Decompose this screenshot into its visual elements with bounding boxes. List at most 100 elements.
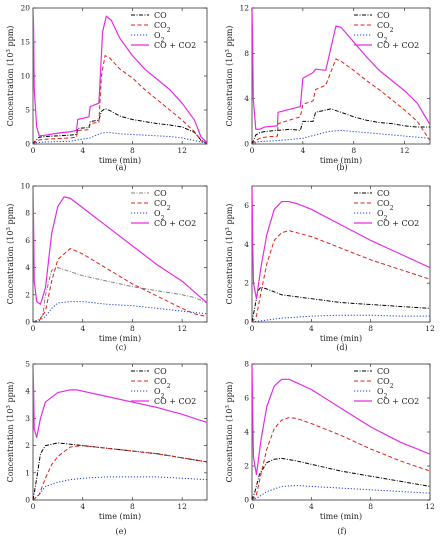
plot-frame [251, 363, 431, 501]
series-line-co2 [33, 248, 207, 322]
series-line-co-co2 [33, 8, 207, 144]
legend-entry: CO2 [377, 21, 394, 34]
x-tick-label: 8 [368, 502, 373, 511]
x-tick-label: 12 [177, 502, 187, 511]
y-tick-label: 0 [25, 318, 30, 327]
series-line-co2 [33, 55, 207, 144]
y-tick-label: 0 [25, 140, 30, 149]
y-tick-label: 0 [25, 496, 30, 505]
y-tick-label: 6 [25, 236, 30, 245]
series-line-co-co2 [33, 364, 207, 439]
x-axis-title: time (min) [99, 156, 141, 165]
x-tick-label: 4 [80, 146, 85, 155]
series-line-co-co2 [33, 186, 207, 305]
x-tick-label: 12 [400, 146, 410, 155]
y-tick-label: 2 [25, 290, 30, 299]
series-line-co2 [33, 445, 207, 500]
x-tick-label: 8 [130, 146, 135, 155]
x-tick-label: 4 [309, 324, 314, 333]
x-axis-title: time (min) [99, 512, 141, 521]
series-line-co-co2 [252, 364, 430, 476]
plot-frame [251, 7, 431, 145]
legend-entry: CO2 [154, 377, 171, 390]
series-line-o2 [252, 129, 430, 144]
y-axis-title: Concentration (103 ppm) [6, 26, 15, 127]
plot-frame [32, 185, 208, 323]
legend-entry: CO2 [154, 21, 171, 34]
y-tick-label: 8 [25, 209, 30, 218]
series-line-o2 [33, 301, 207, 322]
legend-entry: CO2 [154, 199, 171, 212]
y-tick-label: 4 [244, 94, 249, 103]
y-tick-label: 6 [244, 201, 249, 210]
x-tick-label: 0 [31, 324, 36, 333]
x-tick-label: 4 [80, 324, 85, 333]
x-tick-label: 8 [351, 146, 356, 155]
x-tick-label: 0 [31, 146, 36, 155]
y-tick-label: 15 [20, 38, 30, 47]
series-line-co [33, 442, 207, 500]
y-tick-label: 0 [244, 140, 249, 149]
legend-entry: CO [377, 189, 390, 198]
series-line-o2 [252, 485, 430, 500]
x-axis-title: time (min) [99, 334, 141, 343]
legend-entry: CO2 [377, 199, 394, 212]
panel-label: (f) [337, 527, 346, 536]
legend-entry: CO + CO2 [377, 41, 419, 50]
x-tick-label: 4 [300, 146, 305, 155]
x-tick-label: 8 [368, 324, 373, 333]
series-line-co [252, 286, 430, 322]
panel-label: (e) [116, 527, 127, 536]
y-axis-title: Concentration (103 ppm) [225, 204, 234, 305]
x-tick-label: 0 [250, 146, 255, 155]
y-tick-label: 0 [244, 496, 249, 505]
x-tick-label: 4 [309, 502, 314, 511]
x-tick-label: 12 [425, 324, 435, 333]
series-line-co2 [252, 230, 430, 322]
series-line-co [33, 108, 207, 144]
y-tick-label: 5 [25, 360, 30, 369]
legend-entry: CO [154, 367, 167, 376]
legend-entry: CO + CO2 [377, 219, 419, 228]
plot-frame [32, 7, 208, 145]
y-tick-label: 2 [25, 441, 30, 450]
x-axis-title: time (min) [320, 512, 362, 521]
y-tick-label: 4 [244, 428, 249, 437]
chart-panel-d: 0 4 8 12 0 2 4 6 time (min) Concentration (103 pp… [225, 185, 435, 352]
x-tick-label: 0 [250, 324, 255, 333]
legend-entry: CO [377, 11, 390, 20]
series-line-co [252, 108, 430, 144]
y-tick-label: 4 [25, 387, 30, 396]
x-tick-label: 12 [177, 146, 187, 155]
x-tick-label: 4 [80, 502, 85, 511]
x-axis-title: time (min) [320, 156, 362, 165]
legend-entry: CO2 [377, 377, 394, 390]
y-tick-label: 6 [244, 394, 249, 403]
chart-panel-b: 0 4 8 12 0 4 8 12 time (min) Concentration (103 p… [225, 4, 431, 172]
series-line-co [33, 267, 207, 322]
legend-entry: CO + CO2 [154, 397, 196, 406]
x-tick-label: 8 [130, 502, 135, 511]
y-tick-label: 4 [25, 263, 30, 272]
y-tick-label: 0 [244, 318, 249, 327]
y-axis-title: Concentration (103 ppm) [225, 26, 234, 127]
y-tick-label: 10 [20, 72, 30, 81]
series-line-co-co2 [252, 8, 430, 130]
legend-entry: O2 [377, 387, 388, 400]
legend-entry: CO + CO2 [377, 397, 419, 406]
series-line-co [252, 457, 430, 500]
y-tick-label: 3 [25, 414, 30, 423]
chart-panel-a: 0 4 8 12 0 5 10 15 20 time (min) Concentration (10… [6, 4, 208, 172]
y-axis-title: Concentration (103 ppm) [6, 382, 15, 483]
legend-entry: CO [154, 189, 167, 198]
plot-frame [32, 363, 208, 501]
series-line-co2 [252, 417, 430, 500]
panel-label: (a) [115, 163, 126, 172]
series-line-o2 [252, 314, 430, 322]
y-tick-label: 2 [244, 279, 249, 288]
y-tick-label: 2 [244, 462, 249, 471]
